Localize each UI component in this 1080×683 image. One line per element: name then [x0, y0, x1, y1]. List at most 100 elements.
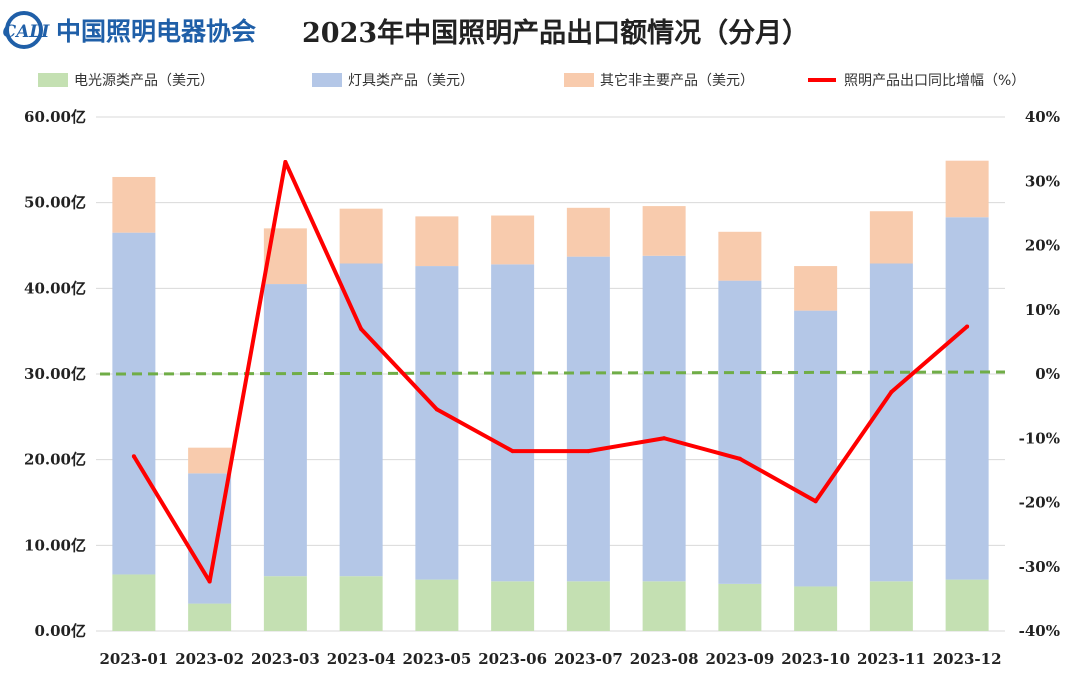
growth-point: [283, 159, 288, 164]
chart-title: 2023年中国照明产品出口额情况（分月）: [302, 17, 809, 49]
bar-fixtures: [491, 264, 535, 582]
legend: 电光源类产品（美元） 灯具类产品（美元） 其它非主要产品（美元） 照明产品出口同比增幅…: [38, 72, 1025, 89]
growth-line-layer: [131, 159, 970, 584]
right-axis-tick-label: 0%: [1035, 365, 1060, 383]
right-axis-tick-label: 30%: [1025, 172, 1060, 190]
x-axis-tick-label: 2023-12: [933, 650, 1002, 668]
bar-light-source: [566, 581, 610, 631]
legend-swatch: [38, 73, 68, 87]
logo-text: 中国照明电器协会: [56, 17, 256, 46]
bar-fixtures: [945, 217, 989, 580]
left-axis-tick-label: 50.00亿: [24, 194, 86, 212]
bar-other: [415, 216, 459, 267]
growth-point: [434, 407, 439, 412]
legend-item-fixtures: 灯具类产品（美元）: [312, 73, 474, 89]
bar-light-source: [415, 579, 459, 631]
bar-light-source: [718, 583, 762, 631]
legend-item-light-source: 电光源类产品（美元）: [38, 73, 214, 89]
bar-other: [112, 176, 156, 233]
left-axis-tick-label: 30.00亿: [24, 365, 86, 383]
x-axis-tick-label: 2023-09: [705, 650, 774, 668]
growth-line: [132, 159, 969, 584]
bar-light-source: [491, 581, 535, 631]
growth-point: [965, 324, 970, 329]
bar-fixtures: [794, 310, 838, 587]
bar-fixtures: [642, 255, 686, 582]
bar-fixtures: [566, 256, 610, 582]
legend-label: 灯具类产品（美元）: [348, 73, 474, 89]
zero-reference-line: [99, 370, 1006, 376]
x-axis-labels: 2023-01 2023-02 2023-03 2023-04 2023-05 2023-…: [99, 650, 1001, 668]
x-axis-tick-label: 2023-06: [478, 650, 547, 668]
growth-point: [662, 436, 667, 441]
x-axis-tick-label: 2023-08: [630, 650, 699, 668]
right-axis-tick-label: -30%: [1019, 558, 1060, 576]
bar-light-source: [263, 576, 307, 631]
bar-fixtures: [718, 280, 762, 584]
legend-label: 照明产品出口同比增幅（%）: [844, 73, 1025, 89]
bar-fixtures: [869, 263, 913, 582]
bar-layer: [112, 160, 989, 631]
right-axis-tick-label: 10%: [1025, 301, 1060, 319]
legend-swatch: [312, 73, 342, 87]
bar-other: [945, 160, 989, 218]
bar-fixtures: [263, 284, 307, 577]
bar-light-source: [869, 581, 913, 631]
bar-other: [491, 215, 535, 265]
growth-point: [131, 454, 136, 459]
bar-fixtures: [339, 263, 383, 577]
logo-mark: CALI: [3, 22, 51, 42]
right-axis-tick-label: -20%: [1019, 494, 1060, 512]
left-axis-tick-label: 20.00亿: [24, 451, 86, 469]
bar-light-source: [112, 574, 156, 631]
x-axis-tick-label: 2023-11: [857, 650, 926, 668]
left-axis-tick-label: 0.00亿: [34, 622, 86, 640]
growth-point: [510, 449, 515, 454]
right-axis-tick-label: -10%: [1019, 429, 1060, 447]
growth-point: [737, 456, 742, 461]
x-axis-tick-label: 2023-03: [251, 650, 320, 668]
bar-fixtures: [415, 266, 459, 580]
right-axis-tick-label: 20%: [1025, 237, 1060, 255]
x-axis-tick-label: 2023-05: [402, 650, 471, 668]
bar-other: [566, 207, 610, 257]
bar-light-source: [794, 586, 838, 631]
left-axis-tick-label: 40.00亿: [24, 279, 86, 297]
x-axis-tick-label: 2023-02: [175, 650, 244, 668]
legend-label: 其它非主要产品（美元）: [600, 72, 754, 89]
bar-other: [869, 211, 913, 264]
right-axis-labels: -40% -30% -20% -10% 0% 10% 20% 30% 40%: [1019, 108, 1060, 640]
left-axis-labels: 0.00亿 10.00亿 20.00亿 30.00亿 40.00亿 50.00亿 60.00…: [24, 108, 86, 640]
growth-point: [889, 389, 894, 394]
x-axis-tick-label: 2023-10: [781, 650, 850, 668]
x-axis-tick-label: 2023-01: [99, 650, 168, 668]
zero-reference-line-layer: [99, 370, 1006, 376]
legend-swatch: [564, 73, 594, 87]
bar-light-source: [945, 579, 989, 631]
legend-item-growth: 照明产品出口同比增幅（%）: [808, 73, 1025, 89]
bar-other: [718, 231, 762, 281]
growth-point: [207, 579, 212, 584]
right-axis-tick-label: 40%: [1025, 108, 1060, 126]
bar-light-source: [188, 603, 232, 631]
legend-item-other: 其它非主要产品（美元）: [564, 72, 754, 89]
bar-fixtures: [112, 232, 156, 575]
growth-point: [586, 449, 591, 454]
x-axis-tick-label: 2023-04: [327, 650, 396, 668]
logo: CALI 中国照明电器协会: [3, 11, 256, 49]
bar-other: [794, 266, 838, 311]
bar-light-source: [339, 576, 383, 631]
bar-other: [642, 206, 686, 256]
legend-label: 电光源类产品（美元）: [74, 73, 214, 89]
logo-ring: [5, 11, 43, 49]
left-axis-tick-label: 10.00亿: [24, 536, 86, 554]
bar-light-source: [642, 581, 686, 631]
bar-other: [188, 447, 232, 474]
right-axis-tick-label: -40%: [1019, 622, 1060, 640]
bar-other: [339, 208, 383, 264]
growth-point: [359, 327, 364, 332]
x-axis-tick-label: 2023-07: [554, 650, 623, 668]
left-axis-tick-label: 60.00亿: [24, 108, 86, 126]
growth-point: [813, 499, 818, 504]
